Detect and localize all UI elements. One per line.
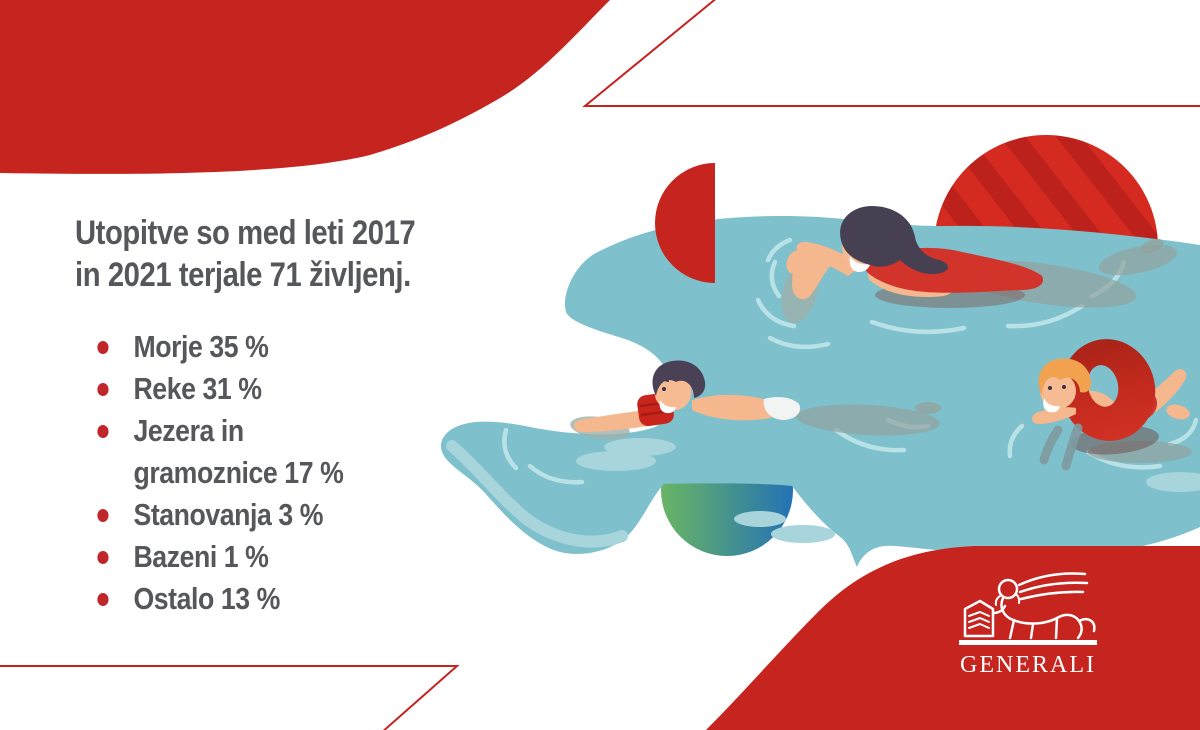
bullet-dot: [97, 383, 109, 396]
red-line-triangle-top: [582, 0, 1200, 107]
stat-text: Reke 31 %: [133, 371, 262, 406]
water-highlight-pills: [576, 438, 1200, 543]
title-line-1: Utopitve so med leti 2017: [75, 214, 416, 252]
page-title: Utopitve so med leti 2017 in 2021 terjal…: [75, 212, 557, 296]
stat-text: Stanovanja 3 %: [133, 497, 324, 532]
generali-logo: GENERALI: [942, 569, 1114, 679]
swimmer-child-armbands: [570, 360, 941, 440]
swimmer-woman: [781, 206, 1178, 324]
red-half-circle: [655, 163, 715, 283]
red-swoosh-top-left: [0, 0, 610, 174]
stat-item-reke: Reke 31 %: [75, 368, 364, 410]
bullet-dot: [97, 509, 109, 522]
title-line-2: in 2021 terjale 71 življenj.: [75, 256, 411, 294]
stat-item-bazeni: Bazeni 1 %: [75, 536, 364, 578]
stat-item-jezera: Jezera in gramoznice 17 %: [75, 410, 364, 494]
stats-list: Morje 35 % Reke 31 % Jezera in gramoznic…: [75, 326, 364, 620]
text-column: Utopitve so med leti 2017 in 2021 terjal…: [75, 212, 557, 620]
bullet-dot: [97, 425, 109, 438]
water-highlight-band: [446, 440, 628, 548]
stat-item-ostalo: Ostalo 13 %: [75, 578, 364, 620]
bullet-dot: [97, 551, 109, 564]
stat-text: Ostalo 13 %: [133, 581, 280, 616]
bullet-dot: [97, 341, 109, 354]
stat-item-stanovanja: Stanovanja 3 %: [75, 494, 364, 536]
generali-wordmark: GENERALI: [960, 652, 1096, 678]
bullet-dot: [97, 593, 109, 606]
stat-text: Jezera in gramoznice 17 %: [133, 413, 344, 490]
stat-text: Bazeni 1 %: [133, 539, 269, 574]
water-blob: [440, 215, 1200, 567]
swimmer-child-ring: [1032, 339, 1192, 471]
generali-winged-lion-icon: [959, 572, 1097, 645]
red-line-triangle-bottom: [0, 665, 460, 730]
stat-text: Morje 35 %: [133, 329, 269, 364]
stat-item-morje: Morje 35 %: [75, 326, 364, 368]
